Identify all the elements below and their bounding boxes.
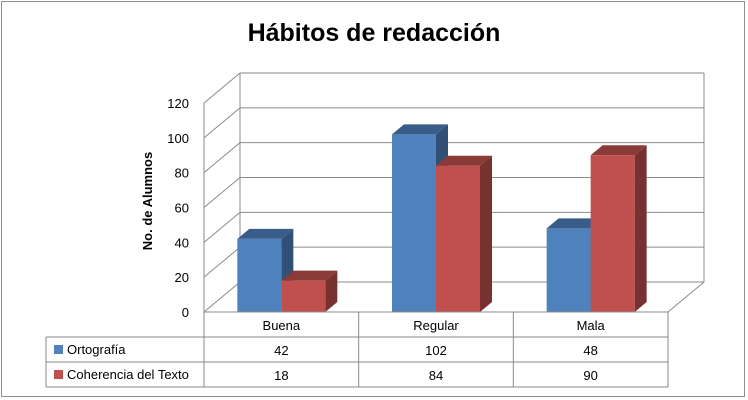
- gridline-side: [203, 177, 241, 208]
- bar-front: [436, 165, 480, 312]
- bar: [590, 145, 647, 312]
- gridline-side: [203, 281, 241, 313]
- y-tick-label: 40: [175, 235, 189, 250]
- bar-side: [634, 145, 647, 312]
- data-value-cell: 90: [583, 368, 597, 383]
- bars: [237, 124, 647, 312]
- legend-swatch: [54, 345, 63, 354]
- data-value-cell: 18: [274, 368, 288, 383]
- data-value-cell: 102: [425, 343, 447, 358]
- y-tick-label: 0: [182, 305, 189, 320]
- bar-front: [281, 280, 326, 312]
- bar-top: [281, 270, 338, 281]
- y-axis-label: No. de Alumnos: [140, 152, 155, 250]
- bar-front: [546, 228, 591, 312]
- bar-side: [480, 155, 492, 312]
- y-tick-label: 80: [175, 166, 189, 181]
- bar-top: [590, 145, 647, 156]
- bar-side: [325, 270, 338, 312]
- x-tick-label: Regular: [413, 318, 459, 333]
- bar-top: [392, 124, 448, 135]
- gridline-side: [203, 107, 241, 139]
- bar-front: [237, 238, 282, 312]
- legend-swatch: [54, 370, 63, 379]
- bar-top: [436, 155, 492, 166]
- bar: [281, 270, 338, 312]
- y-tick-label: 100: [167, 131, 189, 146]
- bar: [436, 155, 492, 312]
- data-value-cell: 48: [583, 343, 597, 358]
- gridline-side: [203, 211, 241, 243]
- y-tick-label: 120: [167, 96, 189, 111]
- y-tick-label: 60: [175, 201, 189, 216]
- legend-label: Ortografía: [67, 342, 126, 357]
- gridline-side: [203, 72, 241, 104]
- bar-top: [237, 228, 294, 239]
- data-value-cell: 42: [274, 343, 288, 358]
- gridline-side: [203, 246, 241, 278]
- data-value-cell: 84: [429, 368, 443, 383]
- x-tick-label: Mala: [577, 318, 606, 333]
- y-axis-ticks: 0 20 40 60 80 100 120: [167, 96, 189, 320]
- bar-front: [590, 155, 635, 312]
- bar-top: [546, 218, 603, 229]
- legend-label: Coherencia del Texto: [67, 367, 189, 382]
- chart-title: Hábitos de redacción: [248, 19, 501, 47]
- y-tick-label: 20: [175, 270, 189, 285]
- data-table: Buena Regular Mala Ortografía 42 102 48 Coheren…: [45, 311, 669, 388]
- gridline-side: [203, 142, 241, 174]
- floor-right-edge: [667, 281, 705, 313]
- x-tick-label: Buena: [263, 318, 301, 333]
- bar-front: [392, 134, 436, 312]
